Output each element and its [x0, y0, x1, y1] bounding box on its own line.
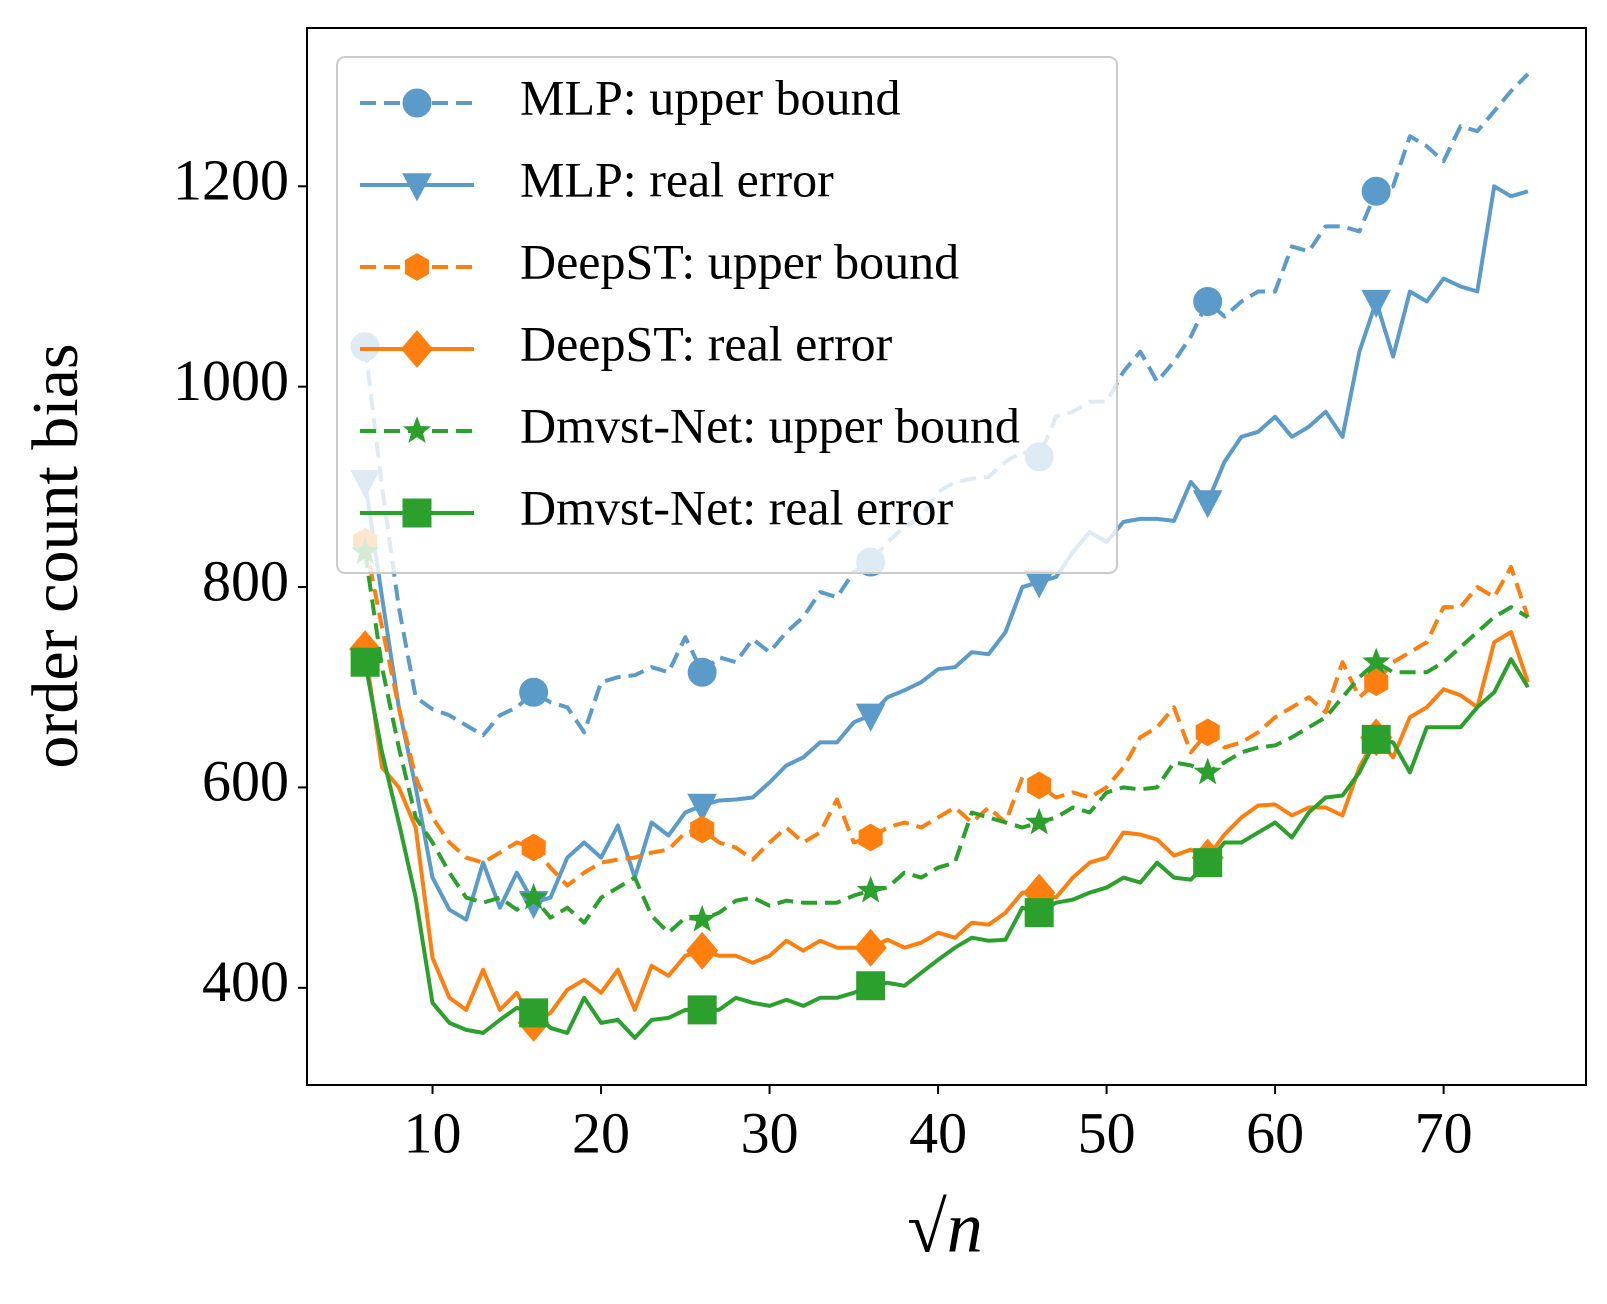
x-tick-label: 50: [1078, 1100, 1136, 1165]
marker: [1027, 771, 1052, 800]
legend-marker: [402, 173, 432, 202]
data-line: [363, 657, 1530, 1040]
legend-marker: [400, 330, 434, 368]
marker: [690, 815, 715, 844]
marker: [1193, 848, 1223, 878]
series: [363, 630, 1530, 1025]
marker: [1193, 757, 1222, 785]
marker: [1193, 287, 1223, 317]
legend-marker: [402, 498, 432, 528]
series: [363, 551, 1529, 935]
x-tick-label: 60: [1246, 1100, 1304, 1165]
x-tick-label: 20: [572, 1100, 630, 1165]
marker: [1361, 289, 1392, 318]
y-axis-label: order count bias: [19, 343, 92, 768]
y-tick-label: 600: [202, 749, 289, 814]
y-tick-label: 1200: [173, 148, 289, 213]
marker: [1025, 807, 1054, 835]
y-tick-label: 400: [202, 949, 289, 1014]
data-line: [363, 630, 1530, 1025]
x-tick-label: 40: [909, 1100, 967, 1165]
y-tick-label: 1000: [173, 348, 289, 413]
marker: [1362, 647, 1391, 675]
legend-label: MLP: upper bound: [520, 69, 901, 125]
marker: [854, 928, 887, 967]
data-line: [363, 184, 1529, 922]
marker: [519, 882, 548, 910]
marker: [856, 971, 886, 1001]
marker: [687, 995, 717, 1025]
legend-marker: [402, 88, 432, 118]
legend-label: DeepST: upper bound: [520, 233, 959, 289]
marker: [1024, 898, 1054, 928]
x-axis-label: √n: [907, 1188, 983, 1268]
marker: [1364, 668, 1389, 697]
legend-marker: [402, 416, 432, 443]
legend-label: DeepST: real error: [520, 315, 893, 371]
series: [363, 541, 1530, 888]
marker: [687, 793, 717, 822]
legend-frame: [336, 56, 1118, 574]
legend: MLP: upper bound MLP: real error DeepST: u…: [336, 56, 1118, 574]
x-tick-label: 70: [1415, 1100, 1473, 1165]
marker: [350, 647, 380, 677]
marker: [1195, 718, 1220, 747]
marker: [1192, 490, 1223, 519]
data-line: [363, 551, 1529, 935]
marker: [686, 931, 719, 970]
plot-frame: [306, 27, 1587, 1086]
legend-label: Dmvst-Net: upper bound: [520, 397, 1020, 453]
marker: [688, 904, 717, 932]
marker: [1361, 724, 1391, 754]
legend-marker: [404, 253, 430, 281]
x-tick-label: 10: [404, 1100, 462, 1165]
marker: [519, 998, 549, 1028]
marker: [519, 677, 549, 707]
y-tick-label: 800: [202, 548, 289, 613]
marker: [687, 657, 717, 687]
data-line: [363, 541, 1530, 888]
marker: [856, 875, 885, 903]
marker: [1361, 176, 1391, 206]
series: [363, 657, 1530, 1040]
marker: [521, 833, 546, 862]
series: [363, 184, 1529, 922]
marker: [858, 823, 883, 852]
marker: [855, 703, 886, 732]
x-tick-label: 30: [741, 1100, 799, 1165]
legend-label: MLP: real error: [520, 151, 834, 207]
legend-label: Dmvst-Net: real error: [520, 479, 954, 535]
